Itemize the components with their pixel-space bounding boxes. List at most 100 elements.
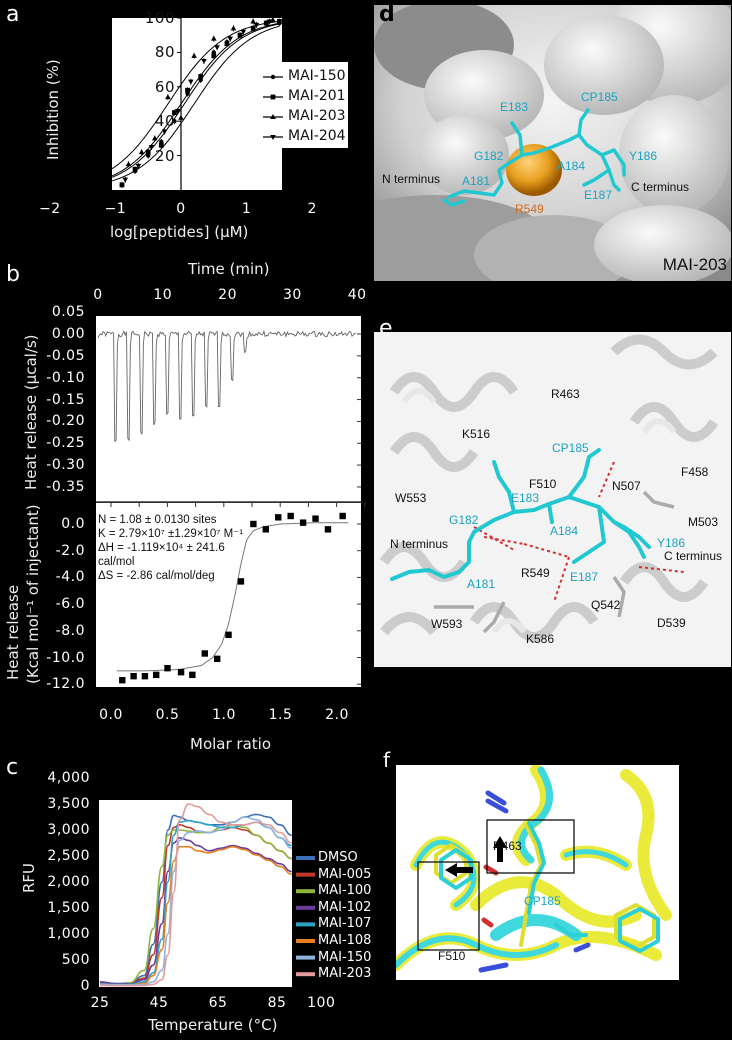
axis-tick-label: 10 [153,287,173,303]
residue-label-d539: D539 [657,616,686,630]
legend-item-mai-005: MAI-005 [318,866,372,882]
fit-annotation-line: N = 1.08 ± 0.0130 sites [98,514,217,526]
residue-label-n507: N507 [612,479,641,493]
axis-tick-label: -2.0 [55,542,85,559]
residue-label-a181: A181 [462,174,491,188]
axis-tick-label: -4.0 [55,569,85,586]
axis-tick-label: 85 [267,995,287,1011]
panel-b-bottom-plot-area [96,502,361,687]
panel-c-xlabel: Temperature (°C) [148,1016,278,1034]
panel-a-chart [106,16,283,190]
residue-label-n-terminus: N terminus [390,537,449,551]
axis-tick-label: 4,000 [47,770,90,786]
fit-annotation-line: cal/mol [98,556,135,568]
legend-item-mai-203: MAI-203 [288,108,346,124]
axis-tick-label: -0.35 [46,478,85,495]
axis-tick-label: 1,000 [47,926,90,942]
r463-highlight-box [486,819,575,874]
panel-b-chart [96,330,366,685]
residue-label-f458: F458 [681,465,709,479]
residue-label-e187: E187 [584,188,613,202]
residue-label-a184: A184 [550,524,579,538]
residue-label-y186: Y186 [657,536,686,550]
panel-a-letter: a [6,2,20,27]
panel-f-image: R463 CP185 F510 [396,765,679,980]
residue-label-r463: R463 [493,839,522,853]
residue-label-m503: M503 [688,515,719,529]
panel-f-overlay [396,765,672,973]
residue-label-g182: G182 [474,149,504,163]
panel-c-ylabel: RFU [20,862,38,893]
axis-tick-label: 65 [208,995,228,1011]
axis-tick-label: 2,000 [47,874,90,890]
axis-tick-label: 100 [144,9,175,27]
fit-annotation-line: ΔS = -2.86 cal/mol/deg [98,570,215,582]
axis-tick-label: 0 [176,201,186,217]
axis-tick-label: 40 [154,112,175,131]
residue-label-w593: W593 [431,617,463,631]
residue-label-e187: E187 [570,570,599,584]
axis-tick-label: 1.0 [212,707,236,723]
legend-item-mai-108: MAI-108 [318,933,372,948]
residue-label-f510: F510 [438,949,466,963]
axis-tick-label: -0.20 [46,413,85,430]
axis-tick-label: 2.0 [325,707,349,723]
panel-b-bottom-xlabel: Molar ratio [190,735,271,753]
residue-label-a184: A184 [557,159,586,173]
f510-highlight-box [417,861,480,951]
residue-label-q542: Q542 [591,598,621,612]
residue-label-cp185: CP185 [524,894,561,908]
legend-item-mai-201: MAI-201 [288,88,346,104]
axis-tick-label: 30 [282,287,302,303]
residue-label-c-terminus: C terminus [664,549,723,563]
residue-label-r549: R549 [521,566,550,580]
panel-d-surface [374,5,731,281]
axis-tick-label: 2 [307,201,317,217]
axis-tick-label: 0 [93,287,103,303]
residue-label-r463: R463 [551,387,580,401]
axis-tick-label: -10.0 [46,649,85,666]
panel-a-xlabel: log[peptides] (μM) [110,223,249,241]
axis-tick-label: -0.15 [46,391,85,408]
axis-tick-label: 20 [154,146,175,165]
axis-tick-label: 60 [154,77,175,96]
axis-tick-label: 25 [90,995,110,1011]
residue-label-k586: K586 [526,632,555,646]
legend-item-mai-203: MAI-203 [318,966,372,982]
panel-f-letter: f [383,748,391,772]
residue-label-e183: E183 [511,491,540,505]
panel-c-letter: c [6,755,19,780]
axis-tick-label: −1 [104,201,127,217]
panel-d-letter: d [379,2,395,27]
axis-tick-label: 1.5 [268,707,293,723]
residue-label-n-terminus: N terminus [382,172,441,186]
residue-label-g182: G182 [449,513,479,527]
legend-item-mai-102: MAI-102 [318,899,372,915]
axis-tick-label: 3,500 [47,796,90,812]
axis-tick-label: 0.5 [155,707,180,723]
legend-item-dmso: DMSO [318,850,358,865]
residue-label-r549: R549 [515,202,544,216]
axis-tick-label: -0.25 [46,435,85,452]
axis-tick-label: -6.0 [55,596,85,613]
legend-item-mai-204: MAI-204 [288,128,346,144]
axis-tick-label: 2,500 [47,848,90,864]
axis-tick-label: -0.05 [46,347,85,364]
residue-label-w553: W553 [395,491,427,505]
fit-annotation-line: K = 2.79×10⁷ ±1.29×10⁷ M⁻¹ [98,528,244,540]
axis-tick-label: -0.30 [46,457,85,474]
residue-label-k516: K516 [462,427,491,441]
panel-b-letter: b [6,262,20,287]
axis-tick-label: −2 [38,201,61,217]
axis-tick-label: 40 [347,287,367,303]
residue-label-cp185: CP185 [581,90,618,104]
axis-tick-label: 0 [80,978,90,994]
residue-label-y186: Y186 [629,149,658,163]
residue-label-f510: F510 [529,477,557,491]
axis-tick-label: 1,500 [47,900,90,916]
axis-tick-label: 500 [61,952,90,968]
residue-label-a181: A181 [467,577,496,591]
fit-annotation-line: ΔH = -1.119×10⁴ ± 241.6 [98,542,225,554]
axis-tick-label: 20 [218,287,238,303]
